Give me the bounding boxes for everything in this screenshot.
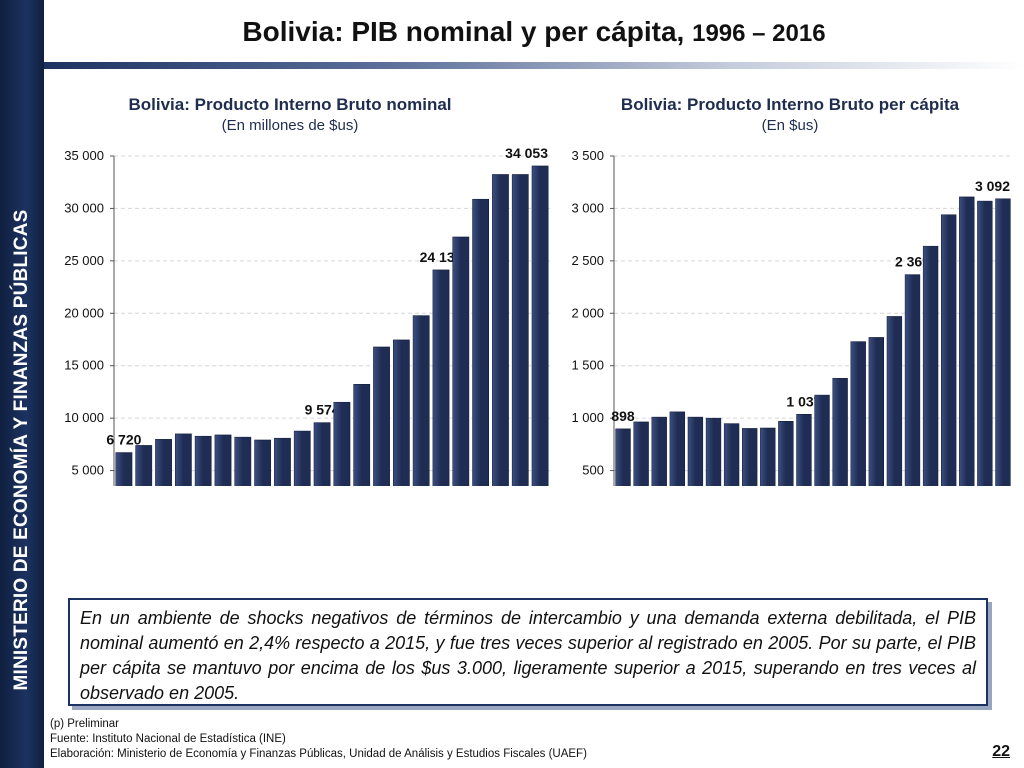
percap-bar [778,421,794,486]
sidebar-band: MINISTERIO DE ECONOMÍA Y FINANZAS PÚBLIC… [0,0,44,768]
percap-bar [832,378,848,486]
title-divider [44,62,1024,69]
gdp-ytick-label: 25 000 [64,253,104,268]
gdp-bar [155,439,172,486]
page-title: Bolivia: PIB nominal y per cápita, 1996 … [44,16,1024,48]
footer-source: Fuente: Instituto Nacional de Estadístic… [50,733,286,745]
percap-bar [760,427,776,486]
gdp-bar [194,435,212,486]
gdp-bar [412,315,430,486]
gdp-bar [492,174,509,486]
percap-data-label: 898 [611,408,635,424]
gdp-bar [392,339,410,486]
chart-gdp-per-capita: Bolivia: Producto Interno Bruto per cápi… [571,95,1012,486]
gdp-bar [511,174,529,486]
gdp-subtitle: (En millones de $us) [222,117,359,134]
percap-bar [904,274,921,486]
gdp-bar [472,198,490,486]
gdp-ytick-label: 15 000 [64,358,104,373]
gdp-bar [313,422,331,486]
percap-data-label: 1 037 [786,393,821,409]
gdp-ytick-label: 10 000 [64,410,104,425]
percap-title: Bolivia: Producto Interno Bruto per cápi… [621,95,960,114]
gdp-bar [135,445,153,486]
percap-bar [742,428,758,486]
footer-elaboration: Elaboración: Ministerio de Economía y Fi… [50,748,587,760]
gdp-data-label: 6 720 [106,432,141,448]
ministry-name: MINISTERIO DE ECONOMÍA Y FINANZAS PÚBLIC… [11,209,32,691]
percap-bar [977,200,993,486]
percap-bar [814,394,830,486]
gdp-bar [353,384,371,486]
percap-bar [922,245,939,486]
percap-bar [723,423,740,486]
gdp-data-label: 9 574 [305,402,340,418]
percap-bar [633,421,649,486]
gdp-bar [115,452,133,486]
percap-bar [868,337,884,486]
percap-bar [886,316,903,486]
gdp-ytick-label: 5 000 [71,463,104,478]
percap-bar [669,411,685,486]
percap-bar [995,198,1011,486]
gdp-ytick-label: 20 000 [64,305,104,320]
percap-bar [615,428,631,486]
percap-bar [705,417,722,486]
percap-ytick-label: 1 000 [571,410,604,425]
gdp-bar [452,236,470,486]
gdp-bar [531,165,549,486]
page-title-main: Bolivia: PIB nominal y per cápita, [242,16,685,47]
gdp-bar [373,346,390,486]
percap-data-label: 3 092 [975,178,1010,194]
gdp-bar [254,439,272,486]
page-number: 22 [992,743,1010,760]
percap-bar [959,196,975,486]
gdp-bar [214,434,232,486]
gdp-bar [234,436,252,486]
percap-ytick-label: 2 500 [571,253,604,268]
footer-note-preliminary: (p) Preliminar [50,718,120,730]
page-title-years: 1996 – 2016 [692,20,826,47]
gdp-data-label: 34 053 [505,145,548,161]
percap-bar [796,414,812,486]
gdp-bar [293,430,311,486]
gdp-ytick-label: 30 000 [64,200,104,215]
percap-bar [651,416,667,486]
percap-bar [850,341,866,486]
commentary-box: En un ambiente de shocks negativos de té… [68,598,988,706]
percap-bar [687,416,704,486]
gdp-title: Bolivia: Producto Interno Bruto nominal [129,95,452,114]
percap-ytick-label: 3 000 [571,200,604,215]
chart-gdp-nominal: Bolivia: Producto Interno Bruto nominal (… [64,95,550,486]
percap-ytick-label: 500 [582,463,604,478]
gdp-ytick-label: 35 000 [64,148,104,163]
gdp-bar [274,437,291,486]
gdp-bar [174,433,192,486]
footer-notes: (p) Preliminar Fuente: Instituto Naciona… [50,717,587,762]
percap-bar [941,214,957,486]
percap-subtitle: (En $us) [762,117,819,134]
percap-ytick-label: 3 500 [571,148,604,163]
gdp-data-label: 24 138 [420,249,463,265]
percap-ytick-label: 2 000 [571,305,604,320]
percap-data-label: 2 369 [895,254,930,270]
gdp-bar [333,401,351,486]
gdp-bar [432,269,450,486]
percap-ytick-label: 1 500 [571,358,604,373]
